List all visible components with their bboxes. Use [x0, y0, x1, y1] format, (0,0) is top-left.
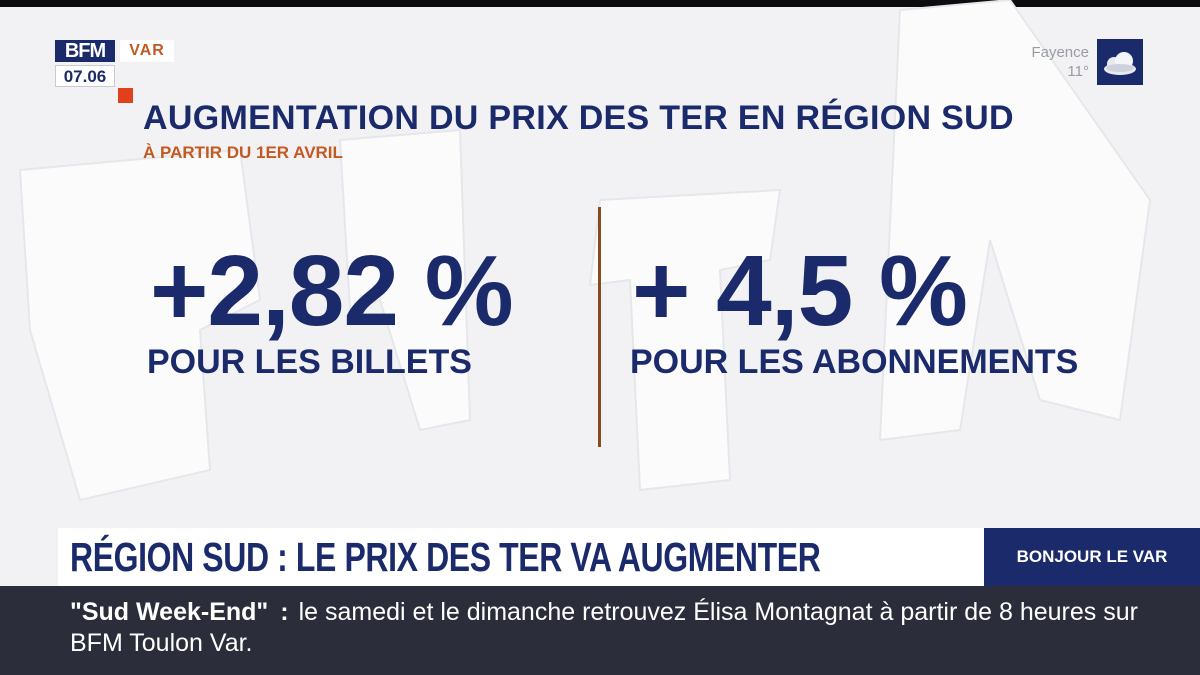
cloud-icon [1104, 52, 1136, 75]
ticker-body: le samedi et le dimanche retrouvez Élisa… [70, 598, 1138, 657]
stat-subscriptions-value: + 4,5 % [632, 235, 968, 347]
accent-square [118, 88, 133, 103]
clock-time: 07.06 [55, 65, 115, 87]
show-name-tag: BONJOUR LE VAR [984, 528, 1200, 586]
weather-temperature: 11° [1067, 63, 1089, 80]
stat-tickets-value: +2,82 % [150, 235, 514, 347]
weather-icon-box [1097, 39, 1143, 85]
stat-tickets-label: POUR LES BILLETS [147, 343, 472, 381]
ticker-separator: : [280, 598, 289, 626]
channel-region: VAR [120, 40, 174, 62]
ticker-program: "Sud Week-End" [70, 598, 269, 626]
news-ticker [0, 586, 1200, 675]
weather-city: Fayence [1031, 44, 1089, 61]
lower-third-headline: RÉGION SUD : LE PRIX DES TER VA AUGMENTE… [70, 534, 821, 580]
graphic-subtitle: À PARTIR DU 1ER AVRIL [143, 143, 343, 162]
stat-subscriptions-label: POUR LES ABONNEMENTS [630, 343, 1079, 381]
stats-divider [598, 207, 601, 447]
lower-third-band [58, 528, 984, 586]
background-watermark [18, 0, 1152, 502]
channel-logo: BFM [55, 40, 115, 62]
ticker-message: "Sud Week-End": le samedi et le dimanche … [70, 597, 1170, 659]
graphic-title: AUGMENTATION DU PRIX DES TER EN RÉGION S… [143, 99, 1014, 137]
top-strip [0, 0, 1200, 7]
